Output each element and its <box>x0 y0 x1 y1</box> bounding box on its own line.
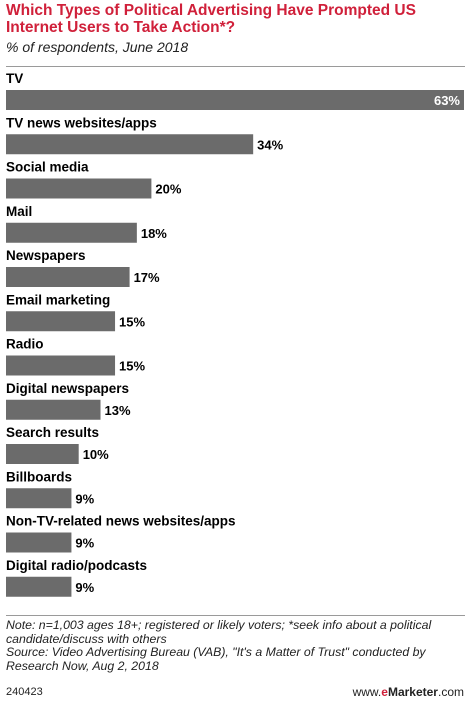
value-label-digital-newspapers: 13% <box>105 403 131 418</box>
category-label-digital-radio-podcasts: Digital radio/podcasts <box>6 558 147 573</box>
chart-subtitle: % of respondents, June 2018 <box>6 39 189 55</box>
category-label-newspapers: Newspapers <box>6 248 86 263</box>
bar-newspapers <box>6 267 130 287</box>
category-label-tv: TV <box>6 71 23 86</box>
category-label-social-media: Social media <box>6 160 89 175</box>
category-label-tv-news-websites-apps: TV news websites/apps <box>6 115 157 130</box>
value-label-social-media: 20% <box>155 182 181 197</box>
value-label-non-tv-related-news-websites-apps: 9% <box>75 536 94 551</box>
emarketer-logo[interactable]: www.eMarketer.com <box>353 685 464 699</box>
value-label-tv-news-websites-apps: 34% <box>257 137 283 152</box>
bar-tv-news-websites-apps <box>6 134 254 155</box>
footnotes: Note: n=1,003 ages 18+; registered or li… <box>6 618 468 673</box>
value-label-tv: 63% <box>434 93 460 108</box>
bar-radio <box>6 355 116 376</box>
value-label-digital-radio-podcasts: 9% <box>75 580 94 595</box>
value-label-billboards: 9% <box>75 491 94 506</box>
bar-digital-newspapers <box>6 399 101 420</box>
bar-chart: TV 63% TV news websites/apps 34% Social medi… <box>6 71 464 597</box>
note-text: Note: n=1,003 ages 18+; registered or li… <box>6 618 432 646</box>
value-label-mail: 18% <box>141 226 167 241</box>
chart-title: Which Types of Political Advertising Hav… <box>6 2 416 36</box>
bar-tv <box>6 90 464 110</box>
category-label-mail: Mail <box>6 204 32 219</box>
bar-digital-radio-podcasts <box>6 576 72 597</box>
value-label-radio: 15% <box>119 359 145 374</box>
value-label-newspapers: 17% <box>134 270 160 285</box>
bar-billboards <box>6 488 72 509</box>
category-label-email-marketing: Email marketing <box>6 292 110 307</box>
chart-id: 240423 <box>6 686 43 698</box>
category-label-search-results: Search results <box>6 425 99 440</box>
bottom-divider <box>6 615 465 616</box>
bar-mail <box>6 222 137 243</box>
category-label-radio: Radio <box>6 337 44 352</box>
category-label-digital-newspapers: Digital newspapers <box>6 381 129 396</box>
bar-email-marketing <box>6 311 116 332</box>
bar-non-tv-related-news-websites-apps <box>6 532 72 553</box>
brand-suffix: .com <box>437 685 464 699</box>
source-text: Source: Video Advertising Bureau (VAB), … <box>6 645 426 673</box>
category-label-non-tv-related-news-websites-apps: Non-TV-related news websites/apps <box>6 514 236 529</box>
top-divider <box>6 66 465 67</box>
category-label-billboards: Billboards <box>6 469 72 484</box>
brand-name: Marketer <box>387 685 438 699</box>
bar-social-media <box>6 178 152 199</box>
value-label-search-results: 10% <box>83 447 109 462</box>
brand-prefix: www. <box>352 685 382 699</box>
value-label-email-marketing: 15% <box>119 314 145 329</box>
brand-e: e <box>381 685 388 699</box>
bar-search-results <box>6 444 79 464</box>
